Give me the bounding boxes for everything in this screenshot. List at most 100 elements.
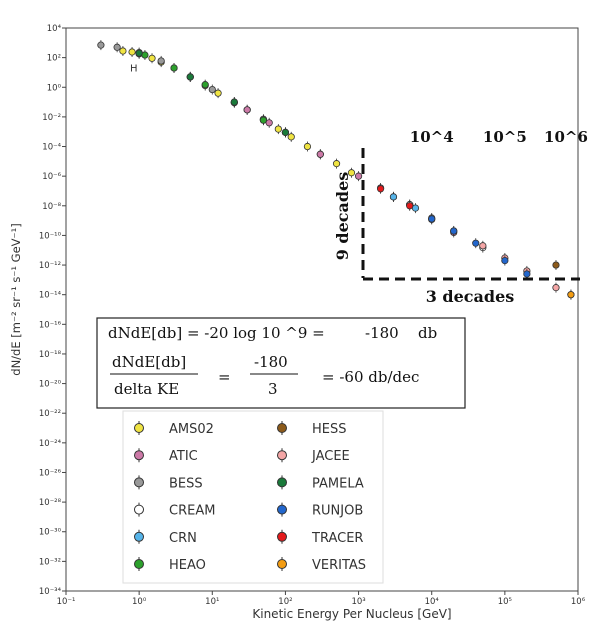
legend: AMS02 ATIC BESS CREAM CRN HEAO HESS JACEE PAMELA… bbox=[122, 410, 384, 584]
y-tick-label: 10⁻¹⁰ bbox=[39, 231, 62, 241]
data-point-runjob bbox=[501, 256, 509, 265]
data-point-pamela bbox=[281, 128, 290, 136]
legend-label-veritas: VERITAS bbox=[312, 558, 366, 573]
data-point-heao bbox=[201, 81, 209, 89]
data-point-bess bbox=[208, 85, 216, 94]
equation-line-1-unit: db bbox=[418, 324, 437, 342]
legend-marker-cream bbox=[134, 504, 144, 515]
data-point-ams02 bbox=[128, 48, 136, 56]
data-point-ams02 bbox=[303, 142, 312, 151]
species-label: H bbox=[130, 63, 138, 74]
legend-label-jacee: JACEE bbox=[311, 449, 350, 464]
legend-marker-tracer bbox=[277, 531, 287, 542]
data-point-heao bbox=[170, 64, 178, 72]
data-point-atic bbox=[316, 150, 324, 158]
x-axis-label: Kinetic Energy Per Nucleus [GeV] bbox=[252, 607, 451, 621]
x-tick-label: 10³ bbox=[351, 597, 365, 607]
legend-marker-bess bbox=[134, 477, 144, 488]
equation-line-1-value: -180 bbox=[365, 324, 399, 342]
data-point-tracer bbox=[376, 185, 385, 193]
y-tick-label: 10⁻⁸ bbox=[42, 202, 61, 212]
legend-label-pamela: PAMELA bbox=[312, 476, 364, 491]
data-point-pamela bbox=[186, 73, 194, 81]
legend-label-bess: BESS bbox=[169, 476, 203, 491]
legend-marker-heao bbox=[134, 559, 144, 569]
x-tick-label: 10⁴ bbox=[425, 597, 440, 607]
data-point-runjob bbox=[450, 227, 458, 235]
y-tick-label: 10⁻⁴ bbox=[42, 143, 61, 153]
legend-marker-veritas bbox=[277, 559, 287, 569]
legend-label-atic: ATIC bbox=[169, 449, 198, 464]
data-point-pamela bbox=[135, 49, 143, 57]
y-tick-label: 10⁻⁶ bbox=[42, 172, 61, 182]
legend-label-ams02: AMS02 bbox=[169, 422, 214, 437]
decade-label: 10^5 bbox=[483, 128, 527, 146]
legend-label-crn: CRN bbox=[169, 531, 197, 546]
annotation-overlay: 10^4 10^5 10^6 9 decades 3 decades dNdE[db] =… bbox=[96, 128, 588, 409]
y-tick-label: 10⁻¹⁶ bbox=[39, 320, 62, 330]
x-tick-label: 10¹ bbox=[205, 597, 219, 607]
data-point-jacee bbox=[552, 284, 560, 292]
data-point-atic bbox=[265, 119, 273, 127]
equation-line-1: dNdE[db] = -20 log 10 ^9 = bbox=[108, 324, 325, 342]
y-tick-label: 10⁻³⁴ bbox=[39, 587, 62, 597]
legend-label-heao: HEAO bbox=[169, 558, 206, 573]
legend-marker-atic bbox=[134, 450, 144, 461]
data-points: H bbox=[97, 40, 575, 300]
data-point-bess bbox=[157, 57, 165, 65]
y-tick-label: 10⁻²⁰ bbox=[39, 380, 62, 390]
legend-marker-pamela bbox=[277, 477, 287, 488]
equation-fraction-numerator: dNdE[db] bbox=[112, 353, 186, 371]
data-point-atic bbox=[243, 106, 251, 114]
equation-fraction2-numerator: -180 bbox=[254, 353, 288, 371]
y-tick-label: 10⁻¹⁸ bbox=[39, 350, 62, 360]
legend-box bbox=[122, 410, 384, 584]
y-tick-label: 10² bbox=[47, 54, 61, 64]
data-point-atic bbox=[354, 172, 363, 180]
data-point-ams02 bbox=[119, 47, 127, 55]
data-point-ams02 bbox=[148, 54, 156, 62]
data-point-ams02 bbox=[287, 133, 295, 141]
three-decades-label: 3 decades bbox=[426, 287, 515, 306]
decade-label: 10^6 bbox=[544, 128, 588, 146]
data-point-ams02 bbox=[214, 89, 222, 97]
legend-label-hess: HESS bbox=[312, 422, 347, 437]
equation-fraction-denominator: delta KE bbox=[114, 380, 179, 398]
data-point-ams02 bbox=[274, 125, 282, 133]
y-tick-label: 10⁻³² bbox=[39, 557, 61, 567]
data-point-pamela bbox=[230, 98, 238, 106]
y-tick-label: 10⁻² bbox=[42, 113, 61, 123]
data-point-crn bbox=[389, 193, 398, 201]
data-point-runjob bbox=[472, 239, 480, 247]
y-axis-label: dN/dE [m⁻² sr⁻¹ s⁻¹ GeV⁻¹] bbox=[9, 223, 23, 375]
data-point-bess bbox=[113, 43, 121, 51]
legend-marker-ams02 bbox=[134, 423, 144, 433]
y-tick-label: 10⁻³⁰ bbox=[39, 528, 62, 538]
y-tick-label: 10⁻²² bbox=[39, 409, 61, 419]
legend-label-tracer: TRACER bbox=[311, 531, 363, 546]
data-point-heao bbox=[259, 116, 268, 124]
x-tick-label: 10⁻¹ bbox=[57, 597, 76, 607]
data-point-runjob bbox=[428, 215, 436, 223]
equation-equals: = bbox=[218, 368, 231, 386]
data-point-veritas bbox=[567, 291, 575, 299]
legend-marker-jacee bbox=[277, 450, 287, 461]
legend-marker-crn bbox=[134, 531, 144, 542]
data-point-hess bbox=[552, 261, 560, 269]
y-tick-label: 10⁻²⁴ bbox=[39, 439, 62, 449]
legend-label-cream: CREAM bbox=[169, 504, 215, 519]
y-tick-label: 10⁻¹⁴ bbox=[39, 291, 62, 301]
x-tick-label: 10⁵ bbox=[498, 597, 512, 607]
y-tick-label: 10⁴ bbox=[47, 24, 62, 34]
legend-marker-hess bbox=[277, 423, 287, 433]
x-tick-label: 10² bbox=[278, 597, 292, 607]
data-point-ams02 bbox=[347, 169, 356, 177]
equation-result: = -60 db/dec bbox=[322, 368, 419, 386]
data-point-runjob bbox=[523, 270, 531, 278]
x-tick-label: 10⁰ bbox=[132, 597, 147, 607]
data-point-bess bbox=[97, 41, 105, 49]
equation-fraction2-denominator: 3 bbox=[268, 380, 278, 398]
y-tick-label: 10⁻²⁶ bbox=[39, 468, 62, 478]
legend-marker-runjob bbox=[277, 504, 287, 515]
